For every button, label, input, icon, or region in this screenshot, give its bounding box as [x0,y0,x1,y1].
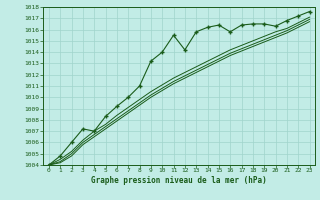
X-axis label: Graphe pression niveau de la mer (hPa): Graphe pression niveau de la mer (hPa) [91,176,267,185]
